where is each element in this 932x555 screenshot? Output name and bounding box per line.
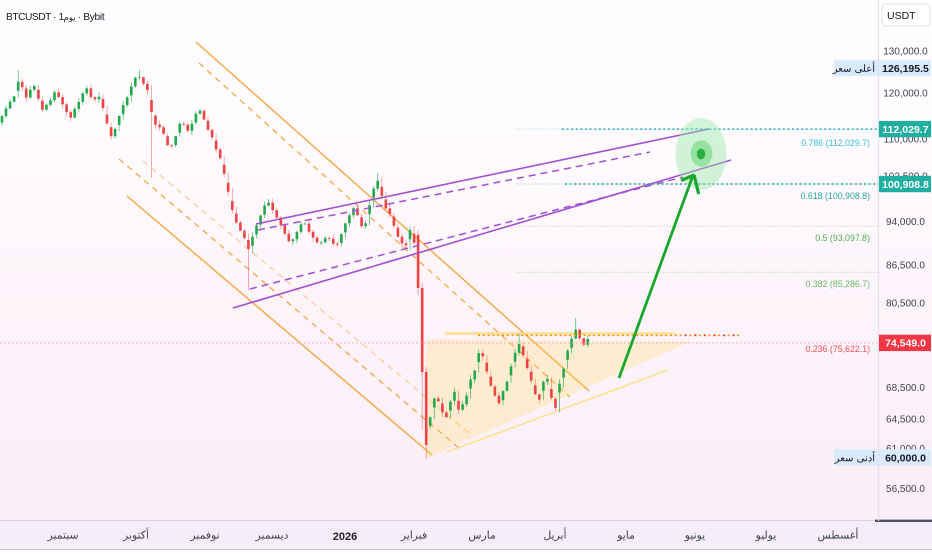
svg-text:0.618 (100,908.8): 0.618 (100,908.8)	[801, 191, 871, 201]
svg-text:112,029.7: 112,029.7	[882, 124, 928, 136]
svg-text:0.382 (85,286.7): 0.382 (85,286.7)	[805, 279, 870, 289]
svg-text:126,195.5: 126,195.5	[882, 63, 929, 75]
svg-text:56,500.0: 56,500.0	[886, 484, 925, 495]
svg-text:2026: 2026	[333, 531, 357, 543]
svg-text:74,549.0: 74,549.0	[885, 338, 926, 350]
svg-text:68,500.0: 68,500.0	[886, 383, 925, 394]
svg-text:0.786 (112,029.7): 0.786 (112,029.7)	[801, 138, 870, 148]
svg-text:86,500.0: 86,500.0	[886, 261, 925, 272]
svg-text:100,908.8: 100,908.8	[882, 179, 929, 191]
svg-text:110,000.0: 110,000.0	[884, 134, 928, 145]
svg-text:· Bybit: · Bybit	[78, 12, 105, 23]
svg-text:94,000.0: 94,000.0	[886, 217, 925, 228]
svg-text:120,000.0: 120,000.0	[883, 89, 928, 100]
svg-text:64,500.0: 64,500.0	[886, 415, 925, 426]
svg-text:0.5 (93,097.8): 0.5 (93,097.8)	[815, 233, 870, 243]
svg-text:USDT: USDT	[887, 10, 916, 22]
svg-text:BTCUSDT · 1: BTCUSDT · 1	[6, 12, 64, 23]
svg-text:0.236 (75,622.1): 0.236 (75,622.1)	[805, 344, 870, 354]
svg-text:80,500.0: 80,500.0	[886, 298, 925, 309]
svg-text:130,000.0: 130,000.0	[883, 47, 928, 58]
svg-text:60,000.0: 60,000.0	[885, 452, 926, 464]
